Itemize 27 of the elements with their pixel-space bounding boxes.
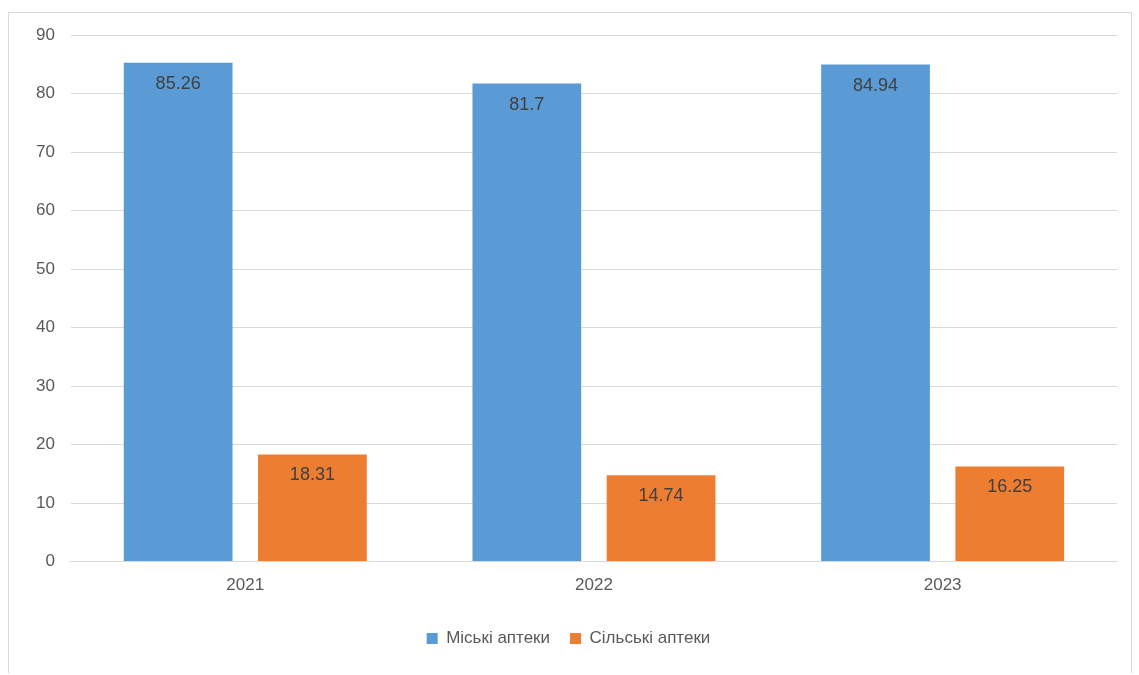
y-tick-label: 0 (45, 551, 55, 571)
data-label: 81.7 (509, 93, 545, 114)
y-tick-label: 80 (35, 83, 55, 103)
y-tick-label: 20 (35, 434, 55, 454)
x-tick-label: 2023 (923, 575, 962, 595)
bar (606, 475, 716, 562)
y-tick-label: 30 (35, 375, 55, 395)
x-tick-label: 2021 (226, 575, 265, 595)
data-label: 84.94 (853, 74, 899, 95)
data-label: 18.31 (289, 464, 335, 485)
y-tick-label: 50 (35, 258, 55, 278)
bar (123, 62, 233, 562)
bar (955, 466, 1065, 562)
bar (821, 64, 930, 562)
y-tick-label: 10 (35, 492, 55, 512)
legend-label: Сільські аптеки (589, 628, 711, 648)
bar (258, 454, 367, 562)
data-label: 14.74 (638, 485, 684, 506)
y-tick-label: 70 (35, 141, 55, 161)
data-label: 16.25 (987, 476, 1033, 497)
legend-label: Міські аптеки (446, 628, 551, 648)
data-label: 85.26 (155, 72, 201, 93)
y-tick-label: 60 (35, 200, 55, 220)
x-tick-label: 2022 (575, 575, 613, 595)
y-tick-label: 40 (35, 317, 55, 337)
bar (472, 83, 582, 562)
y-tick-label: 90 (35, 24, 55, 44)
